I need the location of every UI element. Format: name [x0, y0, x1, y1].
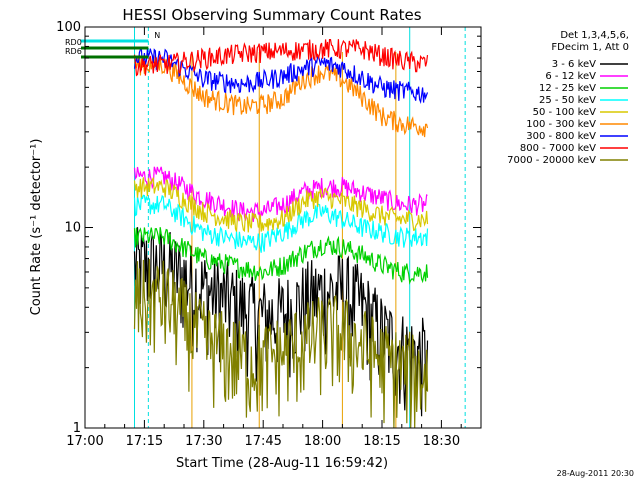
legend-entry-7: 800 - 7000 keV [520, 143, 596, 154]
legend-header-0: Det 1,3,4,5,6, [560, 30, 629, 41]
series-7-trace [133, 39, 429, 77]
legend: Det 1,3,4,5,6,FDecim 1, Att 0 3 - 6 keV6 … [507, 30, 629, 166]
series-3-trace [133, 194, 429, 253]
y-tick-label-1: 10 [64, 221, 81, 236]
legend-entry-1: 6 - 12 keV [545, 71, 596, 82]
legend-entry-6: 300 - 800 keV [526, 131, 596, 142]
legend-entry-4: 50 - 100 keV [533, 107, 597, 118]
x-tick-label-6: 18:30 [423, 434, 460, 449]
flag-label-1: RD0 [65, 38, 82, 47]
series-6-trace [133, 48, 429, 104]
series-2-trace [133, 227, 429, 285]
y-tick-label-2: 100 [56, 20, 81, 35]
x-axis-label: Start Time (28-Aug-11 16:59:42) [176, 456, 388, 471]
legend-entry-0: 3 - 6 keV [552, 59, 596, 70]
x-tick-label-0: 17:00 [66, 434, 103, 449]
legend-entry-8: 7000 - 20000 keV [507, 155, 596, 166]
legend-header-1: FDecim 1, Att 0 [551, 42, 629, 53]
legend-entry-5: 100 - 300 keV [526, 119, 596, 130]
series-8-trace [133, 259, 429, 429]
date-stamp: 28-Aug-2011 20:30 [557, 469, 634, 478]
x-tick-label-1: 17:15 [126, 434, 163, 449]
series-5-trace [133, 54, 429, 138]
x-tick-label-3: 17:45 [244, 434, 281, 449]
plot-axes-layer: 17:00 17:15 17:30 17:45 18:00 18:15 18:30 1 10 10… [56, 20, 482, 449]
legend-entry-3: 25 - 50 keV [539, 95, 596, 106]
x-tick-label-5: 18:15 [363, 434, 400, 449]
chart-title: HESSI Observing Summary Count Rates [122, 6, 421, 24]
flag-label-2: RD6 [65, 47, 82, 56]
y-tick-label-0: 1 [73, 421, 81, 436]
legend-entry-2: 12 - 25 keV [539, 83, 596, 94]
flag-label-0: N [154, 31, 160, 40]
series-4-trace [133, 177, 429, 233]
x-tick-label-4: 18:00 [304, 434, 341, 449]
y-axis-label: Count Rate (s⁻¹ detector⁻¹) [29, 139, 44, 316]
x-tick-label-2: 17:30 [185, 434, 222, 449]
series-1-trace [133, 166, 428, 223]
